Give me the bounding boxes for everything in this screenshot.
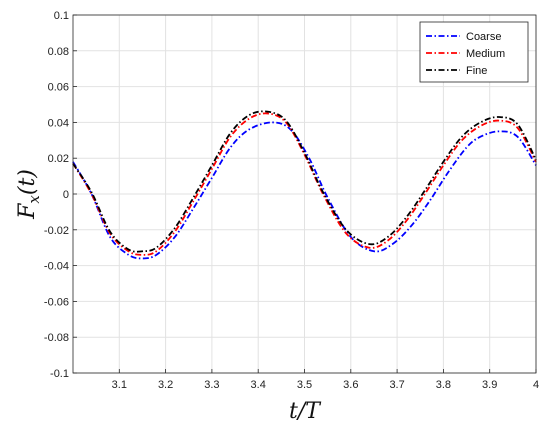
x-tick-label: 3.4 [251,379,266,391]
legend-label-medium: Medium [466,48,505,60]
y-tick-label: -0.1 [50,368,69,380]
x-tick-label: 3.6 [343,379,358,391]
y-tick-label: -0.06 [44,296,69,308]
x-tick-label: 3.7 [389,379,404,391]
x-tick-label: 4 [533,379,539,391]
y-tick-label: 0.02 [48,153,69,165]
y-tick-label: -0.02 [44,225,69,237]
y-tick-label: 0 [63,189,69,201]
y-axis-label: Fx(t) [15,169,43,220]
y-tick-label: 0.08 [48,46,69,58]
y-tick-label: 0.04 [48,117,69,129]
legend-box [419,21,529,83]
y-tick-label: -0.04 [44,261,69,273]
y-tick-label: 0.06 [48,82,69,94]
x-tick-label: 3.9 [482,379,497,391]
x-tick-label: 3.1 [112,379,127,391]
x-tick-label: 3.8 [436,379,451,391]
series-line-fine [72,110,537,253]
legend-label-coarse: Coarse [466,31,501,43]
y-tick-label: 0.1 [54,10,69,22]
series-layer [72,110,537,260]
x-tick-label: 3.3 [204,379,219,391]
legend: Coarse Medium Fine [419,21,529,83]
x-axis-label: t/T [289,399,322,424]
x-tick-label: 3.2 [158,379,173,391]
x-tick-label: 3.5 [297,379,312,391]
series-line-coarse [72,121,537,260]
legend-label-fine: Fine [466,65,487,77]
y-tick-label: -0.08 [44,332,69,344]
tick-layer: 3.1 3.2 3.3 3.4 3.5 3.6 3.7 3.8 3.9 4 -0.1 -0.08 -0.… [44,10,539,391]
